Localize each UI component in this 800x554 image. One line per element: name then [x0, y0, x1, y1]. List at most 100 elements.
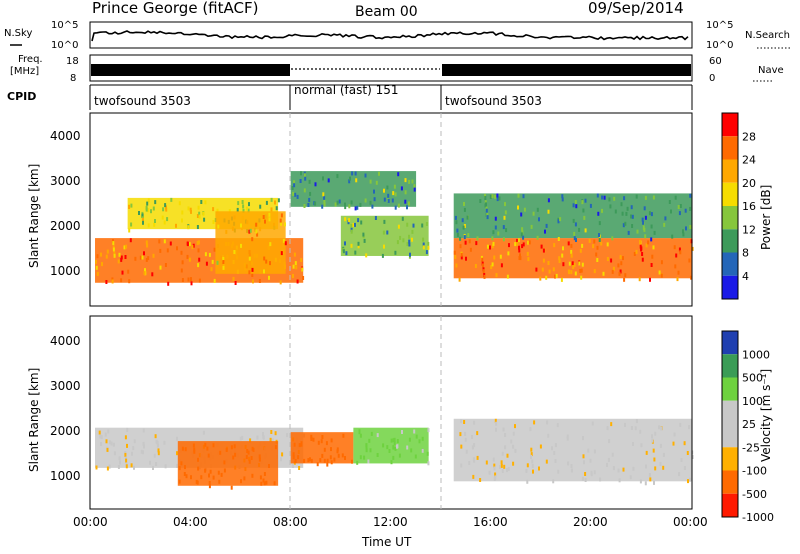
scatter-cell: [374, 216, 377, 220]
scatter-cell: [572, 218, 575, 223]
scatter-cell: [485, 206, 488, 211]
scatter-cell: [204, 468, 207, 473]
scatter-cell: [406, 205, 408, 210]
scatter-cell: [277, 198, 280, 203]
scatter-cell: [411, 229, 414, 234]
scatter-cell: [618, 478, 621, 483]
scatter-cell: [376, 433, 379, 438]
scatter-cell: [494, 194, 496, 199]
scatter-cell: [150, 209, 152, 214]
scatter-cell: [485, 208, 488, 213]
scatter-cell: [463, 235, 466, 240]
scatter-cell: [138, 211, 140, 215]
scatter-cell: [679, 204, 682, 208]
scatter-cell: [688, 425, 691, 430]
scatter-cell: [406, 445, 409, 450]
scatter-cell: [463, 420, 466, 424]
scatter-cell: [245, 206, 248, 211]
scatter-cell: [354, 206, 357, 211]
scatter-cell: [673, 245, 676, 250]
scatter-cell: [96, 254, 99, 259]
scatter-cell: [294, 261, 297, 266]
scatter-cell: [653, 457, 656, 462]
scatter-cell: [542, 248, 545, 253]
scatter-cell: [131, 451, 133, 456]
scatter-cell: [553, 451, 556, 455]
scatter-cell: [106, 249, 109, 254]
scatter-cell: [242, 208, 245, 213]
scatter-cell: [685, 226, 687, 231]
scatter-cell: [544, 229, 546, 234]
scatter-cell: [554, 459, 557, 463]
scatter-cell: [422, 237, 425, 242]
scatter-cell: [542, 258, 545, 263]
scatter-cell: [640, 443, 643, 448]
scatter-cell: [506, 453, 509, 458]
scatter-cell: [234, 281, 237, 285]
scatter-cell: [181, 446, 184, 451]
scatter-cell: [230, 485, 233, 490]
scatter-cell: [630, 214, 632, 219]
scatter-cell: [259, 475, 262, 480]
scatter-cell: [369, 200, 372, 205]
scatter-cell: [689, 193, 692, 198]
scatter-cell: [567, 241, 570, 246]
scatter-cell: [120, 278, 123, 283]
scatter-cell: [357, 218, 360, 223]
scatter-cell: [611, 269, 614, 274]
scatter-cell: [207, 453, 210, 458]
scatter-cell: [570, 253, 573, 258]
scatter-cell: [360, 220, 363, 225]
scatter-cell: [330, 460, 333, 465]
scatter-cell: [529, 427, 532, 432]
scatter-cell: [196, 225, 199, 229]
scatter-cell: [369, 179, 372, 184]
scatter-cell: [157, 448, 160, 453]
scatter-cell: [408, 234, 410, 239]
scatter-cell: [642, 220, 645, 225]
scatter-cell: [396, 240, 399, 245]
scatter-cell: [247, 450, 250, 455]
scatter-cell: [300, 442, 303, 447]
scatter-cell: [459, 244, 462, 249]
scatter-cell: [547, 198, 550, 203]
scatter-cell: [192, 243, 195, 248]
scatter-cell: [235, 255, 238, 260]
scatter-cell: [147, 198, 150, 203]
velocity-range-tick-4000: 4000: [50, 334, 81, 348]
scatter-cell: [552, 267, 555, 272]
scatter-cell: [483, 274, 486, 279]
scatter-cell: [611, 452, 614, 457]
scatter-cell: [213, 247, 216, 252]
scatter-cell: [538, 466, 540, 471]
scatter-cell: [249, 438, 252, 443]
scatter-cell: [220, 472, 223, 477]
scatter-cell: [141, 213, 144, 218]
scatter-cell: [193, 449, 196, 454]
scatter-cell: [124, 452, 127, 457]
scatter-cell: [184, 465, 186, 470]
scatter-cell: [265, 480, 268, 485]
scatter-cell: [622, 256, 624, 261]
scatter-cell: [526, 251, 529, 256]
scatter-cell: [552, 479, 555, 484]
scatter-cell: [533, 420, 536, 425]
scatter-cell: [125, 244, 127, 249]
scatter-cell: [227, 241, 230, 246]
scatter-cell: [237, 201, 240, 206]
scatter-cell: [155, 462, 158, 466]
scatter-cell: [202, 211, 205, 216]
scatter-cell: [475, 241, 478, 246]
scatter-cell: [521, 244, 524, 249]
scatter-cell: [212, 443, 215, 448]
scatter-cell: [259, 227, 262, 232]
scatter-cell: [573, 262, 576, 267]
scatter-cell: [186, 254, 189, 259]
scatter-cell: [566, 436, 569, 441]
scatter-cell: [580, 275, 583, 280]
scatter-cell: [686, 451, 689, 455]
velocity-panel-frame: [89, 315, 693, 510]
scatter-cell: [348, 218, 351, 223]
scatter-cell: [489, 245, 491, 250]
scatter-cell: [660, 273, 663, 278]
